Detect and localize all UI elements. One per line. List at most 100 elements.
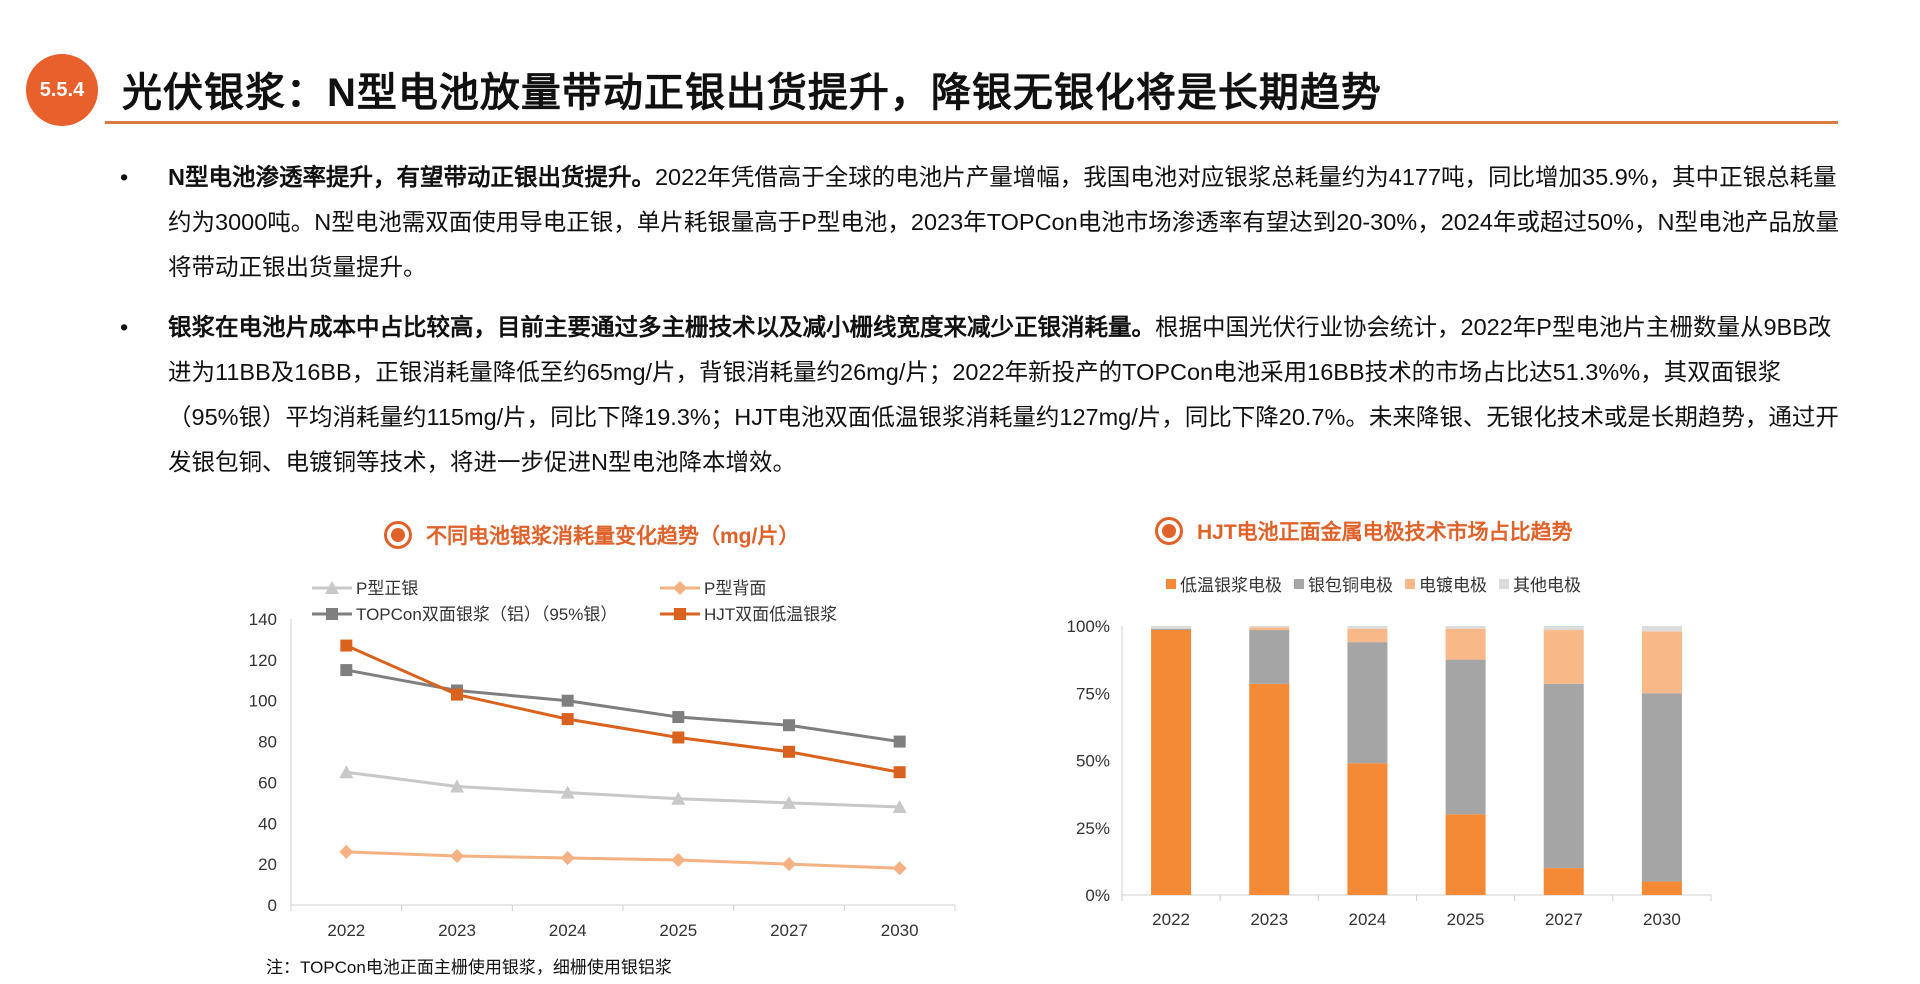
x-tick-label: 2027 bbox=[1545, 910, 1583, 929]
bar-segment bbox=[1445, 659, 1486, 815]
data-point bbox=[783, 745, 795, 758]
y-tick-label: 60 bbox=[258, 773, 277, 792]
data-point bbox=[783, 719, 795, 732]
y-tick-label: 25% bbox=[1076, 819, 1110, 838]
data-point bbox=[339, 844, 354, 859]
target-icon bbox=[384, 521, 412, 549]
data-point bbox=[892, 799, 907, 813]
data-point bbox=[339, 765, 354, 779]
y-tick-label: 80 bbox=[258, 733, 277, 752]
x-tick-label: 2025 bbox=[1447, 910, 1485, 929]
bar-segment bbox=[1543, 626, 1584, 631]
bar-segment bbox=[1347, 628, 1388, 643]
page-title: 光伏银浆：N型电池放量带动正银出货提升，降银无银化将是长期趋势 bbox=[122, 71, 1382, 115]
line-chart-title: 不同电池银浆消耗量变化趋势（mg/片） bbox=[384, 520, 799, 550]
data-point bbox=[782, 795, 796, 809]
bar-segment bbox=[1347, 763, 1388, 895]
bar-segment bbox=[1445, 628, 1486, 660]
legend-swatch bbox=[1294, 579, 1304, 589]
section-number-badge: 5.5.4 bbox=[26, 54, 98, 126]
bar-segment bbox=[1641, 881, 1682, 895]
x-tick-label: 2022 bbox=[327, 921, 365, 940]
legend-label: 低温银浆电极 bbox=[1180, 576, 1282, 595]
legend-marker bbox=[326, 608, 338, 620]
y-tick-label: 120 bbox=[249, 651, 277, 670]
bar-segment bbox=[1249, 627, 1290, 631]
bar-segment bbox=[1641, 631, 1682, 694]
data-point bbox=[450, 848, 464, 863]
legend-marker bbox=[674, 608, 686, 620]
legend-label: 银包铜电极 bbox=[1308, 576, 1393, 595]
x-tick-label: 2027 bbox=[770, 921, 808, 940]
bar-segment bbox=[1445, 626, 1486, 629]
data-point bbox=[450, 779, 464, 793]
y-tick-label: 100 bbox=[249, 692, 277, 711]
bar-segment bbox=[1347, 642, 1388, 764]
y-tick-label: 100% bbox=[1067, 617, 1110, 636]
bar-segment bbox=[1347, 626, 1388, 629]
bullet-2-body: 根据中国光伏行业协会统计，2022年P型电池片主栅数量从9BB改进为11BB及1… bbox=[168, 314, 1839, 475]
x-tick-label: 2024 bbox=[1349, 910, 1387, 929]
bar-segment bbox=[1445, 814, 1486, 895]
legend-label: HJT双面低温银浆 bbox=[704, 605, 837, 624]
bar-segment bbox=[1151, 628, 1192, 631]
bar-segment bbox=[1249, 683, 1290, 895]
x-tick-label: 2024 bbox=[549, 921, 587, 940]
data-point bbox=[561, 713, 574, 726]
chart-footnote: 注：TOPCon电池正面主栅使用银浆，细栅使用银铝浆 bbox=[266, 958, 672, 977]
x-tick-label: 2023 bbox=[1250, 910, 1288, 929]
x-tick-label: 2030 bbox=[881, 921, 919, 940]
target-icon bbox=[1155, 517, 1183, 545]
y-tick-label: 40 bbox=[258, 814, 277, 833]
data-point bbox=[672, 711, 685, 724]
data-point bbox=[560, 851, 575, 866]
bar-segment bbox=[1249, 626, 1290, 628]
bar-segment bbox=[1543, 630, 1584, 684]
y-tick-label: 75% bbox=[1076, 684, 1110, 703]
legend-marker bbox=[325, 581, 339, 594]
bar-segment bbox=[1249, 630, 1290, 684]
x-tick-label: 2022 bbox=[1152, 910, 1190, 929]
bar-segment bbox=[1151, 630, 1192, 895]
legend-label: 其他电极 bbox=[1513, 576, 1581, 595]
legend-label: 电镀电极 bbox=[1419, 576, 1487, 595]
data-point bbox=[561, 694, 574, 707]
bar-segment bbox=[1641, 693, 1682, 882]
legend-swatch bbox=[1166, 579, 1176, 589]
data-point bbox=[340, 664, 353, 677]
data-point bbox=[782, 857, 796, 872]
bar-segment bbox=[1641, 626, 1682, 632]
data-point bbox=[893, 735, 906, 748]
data-point bbox=[672, 731, 685, 744]
bullet-1-body: 2022年凭借高于全球的电池片产量增幅，我国电池对应银浆总耗量约为4177吨，同… bbox=[168, 164, 1839, 280]
legend-label: P型背面 bbox=[704, 579, 766, 598]
y-tick-label: 140 bbox=[249, 610, 277, 629]
legend-swatch bbox=[1499, 579, 1509, 589]
legend-swatch bbox=[1405, 579, 1415, 589]
series-line bbox=[346, 850, 900, 870]
data-point bbox=[892, 861, 907, 876]
bullet-1-lead: N型电池渗透率提升，有望带动正银出货提升。 bbox=[168, 164, 655, 190]
bar-segment bbox=[1543, 683, 1584, 869]
bullet-2-lead: 银浆在电池片成本中占比较高，目前主要通过多主栅技术以及减小栅线宽度来减少正银消耗… bbox=[168, 314, 1155, 340]
series-line bbox=[346, 770, 900, 809]
x-tick-label: 2030 bbox=[1643, 910, 1681, 929]
bullet-2: 银浆在电池片成本中占比较高，目前主要通过多主栅技术以及减小栅线宽度来减少正银消耗… bbox=[120, 305, 1848, 485]
legend-label: P型正银 bbox=[356, 579, 418, 598]
data-point bbox=[451, 688, 463, 701]
data-point bbox=[340, 639, 353, 652]
bar-segment bbox=[1151, 626, 1192, 629]
bar-segment bbox=[1543, 868, 1584, 895]
bar-chart-title: HJT电池正面金属电极技术市场占比趋势 bbox=[1155, 516, 1573, 546]
data-point bbox=[671, 791, 686, 805]
legend-marker bbox=[673, 581, 687, 595]
data-point bbox=[893, 766, 906, 779]
series-line bbox=[345, 644, 900, 774]
bar-chart-title-text: HJT电池正面金属电极技术市场占比趋势 bbox=[1197, 521, 1573, 544]
x-tick-label: 2023 bbox=[438, 921, 476, 940]
y-tick-label: 0 bbox=[268, 896, 277, 915]
y-tick-label: 50% bbox=[1076, 752, 1110, 771]
data-point bbox=[560, 785, 575, 799]
line-chart-title-text: 不同电池银浆消耗量变化趋势（mg/片） bbox=[426, 525, 800, 548]
